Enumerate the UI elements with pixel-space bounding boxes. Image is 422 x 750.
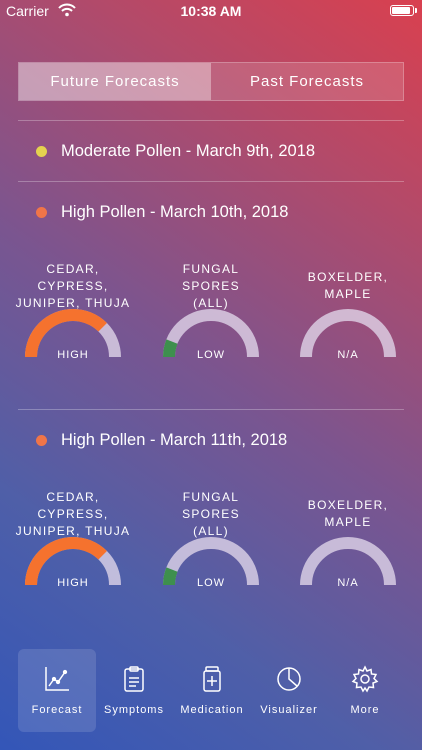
gauge-track (300, 537, 396, 586)
tab-forecast[interactable]: Forecast (18, 649, 96, 732)
forecast-label: High Pollen - March 10th, 2018 (61, 202, 289, 221)
gauge-fill (163, 567, 178, 586)
gauge-level: LOW (196, 577, 226, 589)
status-time: 10:38 AM (180, 3, 242, 19)
status-bar: Carrier 10:38 AM (0, 0, 422, 22)
gauge-level: HIGH (57, 577, 89, 589)
forecast-label: High Pollen - March 11th, 2018 (61, 430, 288, 449)
gauge-name: BOXELDER, MAPLE (307, 498, 389, 529)
tab-symptoms[interactable]: Symptoms (95, 649, 173, 732)
wifi-icon (58, 3, 76, 20)
gauge-level: N/A (337, 349, 359, 361)
gauge-fill (163, 339, 178, 358)
pollen-gauge: FUNGAL SPORES (ALL) LOW (153, 489, 269, 593)
tab-more[interactable]: More (326, 649, 404, 732)
segment-future-forecasts[interactable]: Future Forecasts (19, 63, 211, 100)
medicine-bottle-icon (203, 666, 221, 692)
divider (18, 409, 404, 410)
pollen-gauge: CEDAR, CYPRESS, JUNIPER, THUJA HIGH (15, 261, 131, 365)
tab-label: Symptoms (104, 704, 164, 716)
gear-icon (351, 665, 379, 693)
tab-label: More (350, 704, 380, 716)
pollen-level-dot (36, 206, 47, 218)
gauge-fill (25, 309, 107, 358)
carrier-label: Carrier (6, 3, 49, 19)
pollen-gauge: CEDAR, CYPRESS, JUNIPER, THUJA HIGH (15, 489, 131, 593)
gauge-track (163, 309, 259, 358)
divider (18, 181, 404, 182)
gauge-name: BOXELDER, MAPLE (307, 270, 389, 301)
gauge-name: CEDAR, CYPRESS, JUNIPER, THUJA (15, 261, 131, 310)
forecast-row[interactable]: High Pollen - March 11th, 2018 (36, 426, 287, 454)
pollen-gauge: BOXELDER, MAPLE N/A (290, 497, 406, 593)
gauge-level: N/A (337, 577, 359, 589)
tab-label: Medication (180, 704, 244, 716)
segment-past-forecasts[interactable]: Past Forecasts (211, 63, 403, 100)
forecast-segmented-control: Future Forecasts Past Forecasts (18, 62, 404, 101)
gauge-level: HIGH (57, 349, 89, 361)
tab-label: Visualizer (260, 704, 318, 716)
clipboard-icon (124, 666, 144, 692)
gauge-name: FUNGAL SPORES (ALL) (182, 261, 240, 310)
forecast-label: Moderate Pollen - March 9th, 2018 (61, 141, 316, 160)
chart-line-icon (45, 667, 69, 691)
pollen-gauge: FUNGAL SPORES (ALL) LOW (153, 261, 269, 365)
pollen-level-dot (36, 434, 47, 446)
forecast-row[interactable]: High Pollen - March 10th, 2018 (36, 198, 288, 226)
divider (18, 120, 404, 121)
gauge-fill (25, 537, 107, 586)
pollen-level-dot (36, 145, 47, 157)
tab-visualizer[interactable]: Visualizer (250, 649, 328, 732)
pollen-gauge: BOXELDER, MAPLE N/A (290, 269, 406, 365)
forecast-row[interactable]: Moderate Pollen - March 9th, 2018 (36, 137, 315, 165)
tab-medication[interactable]: Medication (173, 649, 251, 732)
gauge-track (163, 537, 259, 586)
gauge-level: LOW (196, 349, 226, 361)
pie-chart-icon (277, 667, 301, 691)
gauge-name: CEDAR, CYPRESS, JUNIPER, THUJA (15, 489, 131, 538)
tab-label: Forecast (31, 704, 83, 716)
tab-bar: Forecast Symptoms Medication Visualizer … (0, 645, 422, 735)
battery-icon (390, 5, 417, 16)
gauge-track (300, 309, 396, 358)
gauge-name: FUNGAL SPORES (ALL) (182, 489, 240, 538)
